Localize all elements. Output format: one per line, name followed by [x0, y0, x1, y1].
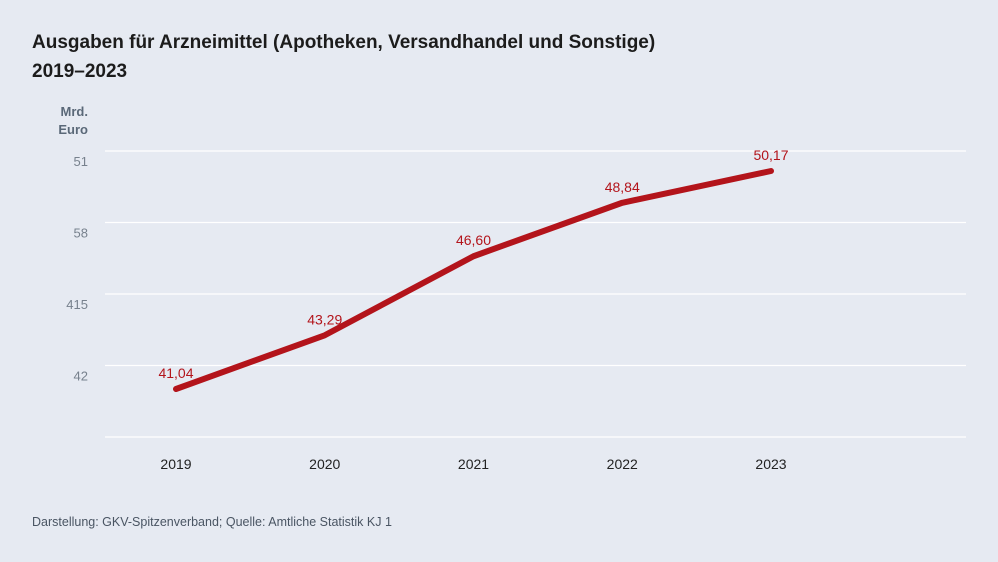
y-tick-label: 415: [66, 297, 88, 312]
x-tick-label: 2020: [309, 456, 340, 472]
y-tick-label: 51: [74, 154, 88, 169]
series-line: [173, 168, 774, 392]
x-tick-label: 2022: [607, 456, 638, 472]
chart-title-line-1: Ausgaben für Arzneimittel (Apotheken, Ve…: [32, 32, 656, 53]
data-label: 41,04: [158, 365, 193, 381]
chart-title-line-2: 2019–2023: [32, 61, 128, 82]
data-label: 50,17: [753, 147, 788, 163]
y-axis-label-line-2: Euro: [58, 122, 88, 137]
x-tick-label: 2019: [160, 456, 191, 472]
x-axis-ticks: 2019 2020 2021 2022 2023: [160, 456, 786, 472]
data-label: 43,29: [307, 311, 342, 327]
y-axis-ticks: 51 58 415 42: [66, 154, 88, 384]
series-line-group: [173, 168, 774, 392]
y-axis-label-line-1: Mrd.: [60, 104, 88, 119]
grid-lines: [105, 150, 966, 438]
y-axis-label: Mrd. Euro: [38, 103, 88, 139]
x-tick-label: 2021: [458, 456, 489, 472]
x-tick-label: 2023: [755, 456, 786, 472]
data-label: 46,60: [456, 232, 491, 248]
source-footnote: Darstellung: GKV-Spitzenverband; Quelle:…: [32, 515, 392, 529]
data-labels: 41,04 43,29 46,60 48,84 50,17: [158, 147, 788, 381]
data-label: 48,84: [605, 179, 640, 195]
chart-title: Ausgaben für Arzneimittel (Apotheken, Ve…: [32, 28, 655, 86]
y-tick-label: 58: [74, 226, 88, 241]
y-tick-label: 42: [74, 369, 88, 384]
